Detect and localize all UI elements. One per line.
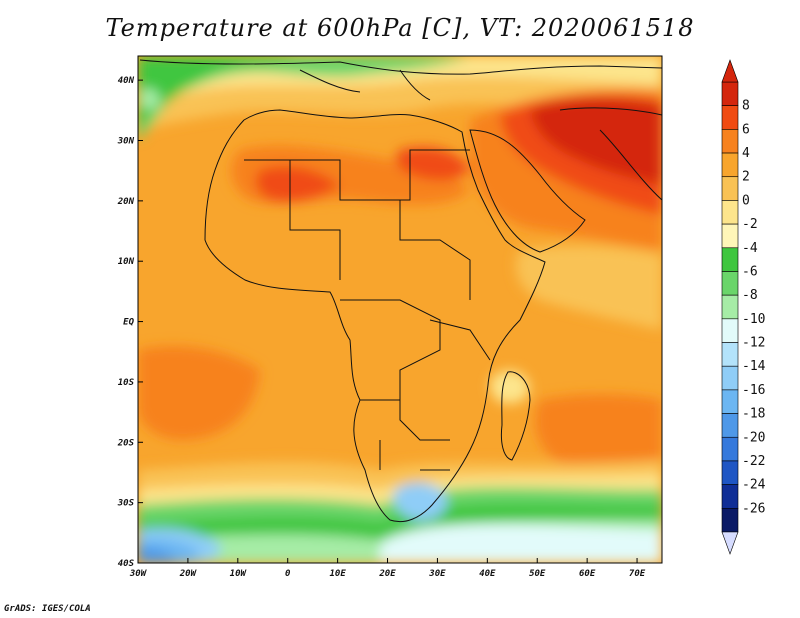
field-sahara-red2 (396, 146, 470, 181)
field-satl-orange (138, 346, 260, 440)
field-south-cyan (380, 524, 662, 563)
colorbar-segment (721, 271, 739, 296)
field-north-darkgreen (138, 56, 300, 124)
credit-label: GrADS: IGES/COLA (4, 604, 91, 614)
lon-tick-label: 20W (179, 569, 198, 579)
temperature-field (138, 56, 662, 563)
field-madagascar-yellow (489, 370, 530, 404)
latitude-ticks: 40N 30N 20N 10N EQ 10S 20S 30S 40S (117, 76, 143, 569)
coastlines (139, 59, 662, 523)
arabia-coastline (469, 129, 586, 253)
colorbar-segment (721, 129, 739, 154)
lon-tick-label: 0 (285, 569, 291, 579)
colorbar-label: -2 (742, 217, 758, 232)
west-africa-borders (289, 160, 341, 280)
lat-tick-label: 10N (118, 257, 135, 267)
sahara-borders (244, 149, 470, 201)
europe-coastline (139, 59, 662, 75)
lon-tick-label: 70E (629, 569, 646, 579)
east-borders (429, 319, 491, 361)
lon-tick-label: 30E (428, 569, 446, 579)
colorbar-segment (721, 508, 739, 533)
lon-tick-label: 20E (378, 569, 396, 579)
colorbar-segment (721, 365, 739, 391)
lat-tick-label: 10S (118, 378, 135, 388)
lon-tick-label: 30W (129, 569, 148, 579)
colorbar-segment (721, 460, 739, 485)
field-sahara-red1 (255, 165, 340, 202)
colorbar-segment (721, 436, 739, 462)
colorbar-label: -10 (742, 312, 765, 327)
colorbar-label: -4 (742, 241, 758, 256)
colorbar-label: -6 (742, 264, 758, 279)
colorbar-label: 4 (742, 146, 750, 161)
colorbar-label: 8 (742, 99, 750, 114)
plot-frame (137, 55, 663, 564)
madagascar-coastline (500, 371, 531, 461)
lat-tick-label: 40N (118, 76, 135, 86)
colorbar-label: -22 (742, 454, 765, 469)
lon-tick-label: 40E (479, 569, 496, 579)
field-sio-orange (535, 394, 662, 480)
colorbar-segment (721, 105, 739, 130)
colorbar-label: -26 (742, 501, 765, 516)
field-sw-blue3 (138, 547, 175, 563)
southern-borders-2 (360, 399, 450, 471)
lon-tick-label: 10W (230, 569, 248, 579)
field-safrica-blue (393, 482, 448, 521)
colorbar-segment (721, 223, 739, 249)
colorbar-segment (721, 413, 739, 438)
colorbar-label: -12 (742, 336, 765, 351)
lat-tick-label: 30N (117, 137, 135, 147)
colorbar-segment (721, 294, 739, 320)
colorbar-segment (721, 81, 739, 106)
colorbar: 8 6 4 2 0 -2 -4 -6 -8 -10 -12 -14 -16 -18 -20 -22 -24 -26 (721, 59, 766, 555)
colorbar-segment (721, 342, 739, 367)
colorbar-top-arrow (721, 59, 739, 83)
colorbar-segment (721, 247, 739, 272)
italy-coastline (299, 69, 361, 93)
lat-tick-label: 30S (117, 499, 135, 509)
colorbar-segment (721, 389, 739, 414)
lon-tick-label: 50E (529, 569, 546, 579)
colorbar-label: 2 (742, 170, 750, 185)
colorbar-label: 6 (742, 122, 750, 137)
central-borders (399, 200, 471, 300)
colorbar-label: -18 (742, 407, 765, 422)
colorbar-label: 0 (742, 193, 750, 208)
colorbar-segment (721, 200, 739, 225)
colorbar-segment (721, 318, 739, 343)
greece-coastline (399, 69, 431, 101)
field-io-yellow (516, 245, 662, 330)
lat-tick-label: EQ (123, 318, 134, 328)
map-title: Temperature at 600hPa [C], VT: 202006151… (105, 14, 695, 42)
southern-borders (340, 299, 450, 441)
colorbar-segment (721, 484, 739, 509)
colorbar-label: -16 (742, 383, 765, 398)
colorbar-segment (721, 152, 739, 178)
colorbar-segment (721, 176, 739, 201)
asia-coastline (559, 107, 662, 116)
colorbar-label: -20 (742, 430, 765, 445)
lat-tick-label: 20N (117, 197, 135, 207)
lat-tick-label: 40S (118, 559, 135, 569)
lat-tick-label: 20S (117, 438, 135, 448)
asia-coastline-2 (599, 129, 662, 201)
colorbar-bottom-arrow (721, 531, 739, 555)
colorbar-label: -14 (742, 359, 766, 374)
africa-coastline (204, 109, 546, 523)
lon-tick-label: 10E (329, 569, 346, 579)
colorbar-label: -8 (742, 288, 758, 303)
colorbar-label: -24 (742, 478, 766, 493)
longitude-ticks: 30W 20W 10W 0 10E 20E 30E 40E 50E 60E 70E (129, 558, 646, 579)
field-north-light (140, 88, 161, 110)
lon-tick-label: 60E (579, 569, 596, 579)
